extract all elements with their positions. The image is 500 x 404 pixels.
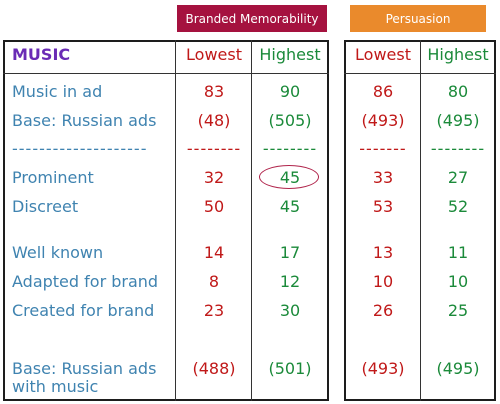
row-label: Base: Russian ads [12, 111, 157, 130]
table-cell: 50 [203, 197, 225, 216]
branded-memorability-table [3, 40, 329, 401]
table-cell: 30 [279, 301, 301, 320]
separator-dashes: -------- [262, 139, 318, 158]
row-label-continued: with music [12, 377, 99, 396]
row-label: Well known [12, 243, 104, 262]
table-cell: 17 [279, 243, 301, 262]
table-cell: 23 [203, 301, 225, 320]
music-corner-label: MUSIC [12, 45, 71, 64]
row-label: Created for brand [12, 301, 155, 320]
column-divider [251, 40, 252, 401]
column-divider [420, 40, 421, 401]
table-cell: 25 [447, 301, 469, 320]
table-cell: (501) [268, 359, 312, 378]
table-cell: 52 [447, 197, 469, 216]
table-cell: 10 [447, 272, 469, 291]
table-cell: 27 [447, 168, 469, 187]
row-label: Adapted for brand [12, 272, 159, 291]
table-cell: 12 [279, 272, 301, 291]
table-cell: 11 [447, 243, 469, 262]
row-label: Prominent [12, 168, 94, 187]
table-cell: (488) [192, 359, 236, 378]
table-cell: 14 [203, 243, 225, 262]
table-cell: (495) [436, 111, 480, 130]
table-cell: (493) [361, 359, 405, 378]
branded-memorability-header: Branded Memorability [177, 5, 327, 32]
table-cell: 33 [372, 168, 394, 187]
table-cell: 45 [279, 197, 301, 216]
table-cell: 26 [372, 301, 394, 320]
header-row-divider [344, 73, 496, 74]
table-cell: 53 [372, 197, 394, 216]
table-cell: 32 [203, 168, 225, 187]
separator-dashes: -------- [430, 139, 486, 158]
table-cell: 8 [208, 272, 220, 291]
column-divider [175, 40, 176, 401]
row-label: Base: Russian ads [12, 359, 157, 378]
table-cell: 80 [447, 82, 469, 101]
separator-dashes: -------- [186, 139, 242, 158]
table-cell: 13 [372, 243, 394, 262]
header-row-divider [3, 73, 329, 74]
persuasion-header: Persuasion [350, 5, 486, 32]
row-label: Discreet [12, 197, 79, 216]
highlight-oval [259, 165, 319, 189]
table-cell: (495) [436, 359, 480, 378]
table-cell: 10 [372, 272, 394, 291]
table-cell: 90 [279, 82, 301, 101]
table-cell: (505) [268, 111, 312, 130]
table-cell: (493) [361, 111, 405, 130]
col-header-lowest: Lowest [355, 45, 411, 64]
col-header-lowest: Lowest [186, 45, 242, 64]
separator-dashes: -------------------- [12, 139, 148, 158]
col-header-highest: Highest [427, 45, 489, 64]
table-cell: 86 [372, 82, 394, 101]
table-cell: (48) [197, 111, 231, 130]
col-header-highest: Highest [259, 45, 321, 64]
row-label: Music in ad [12, 82, 103, 101]
table-cell: 83 [203, 82, 225, 101]
separator-dashes: ------- [359, 139, 407, 158]
